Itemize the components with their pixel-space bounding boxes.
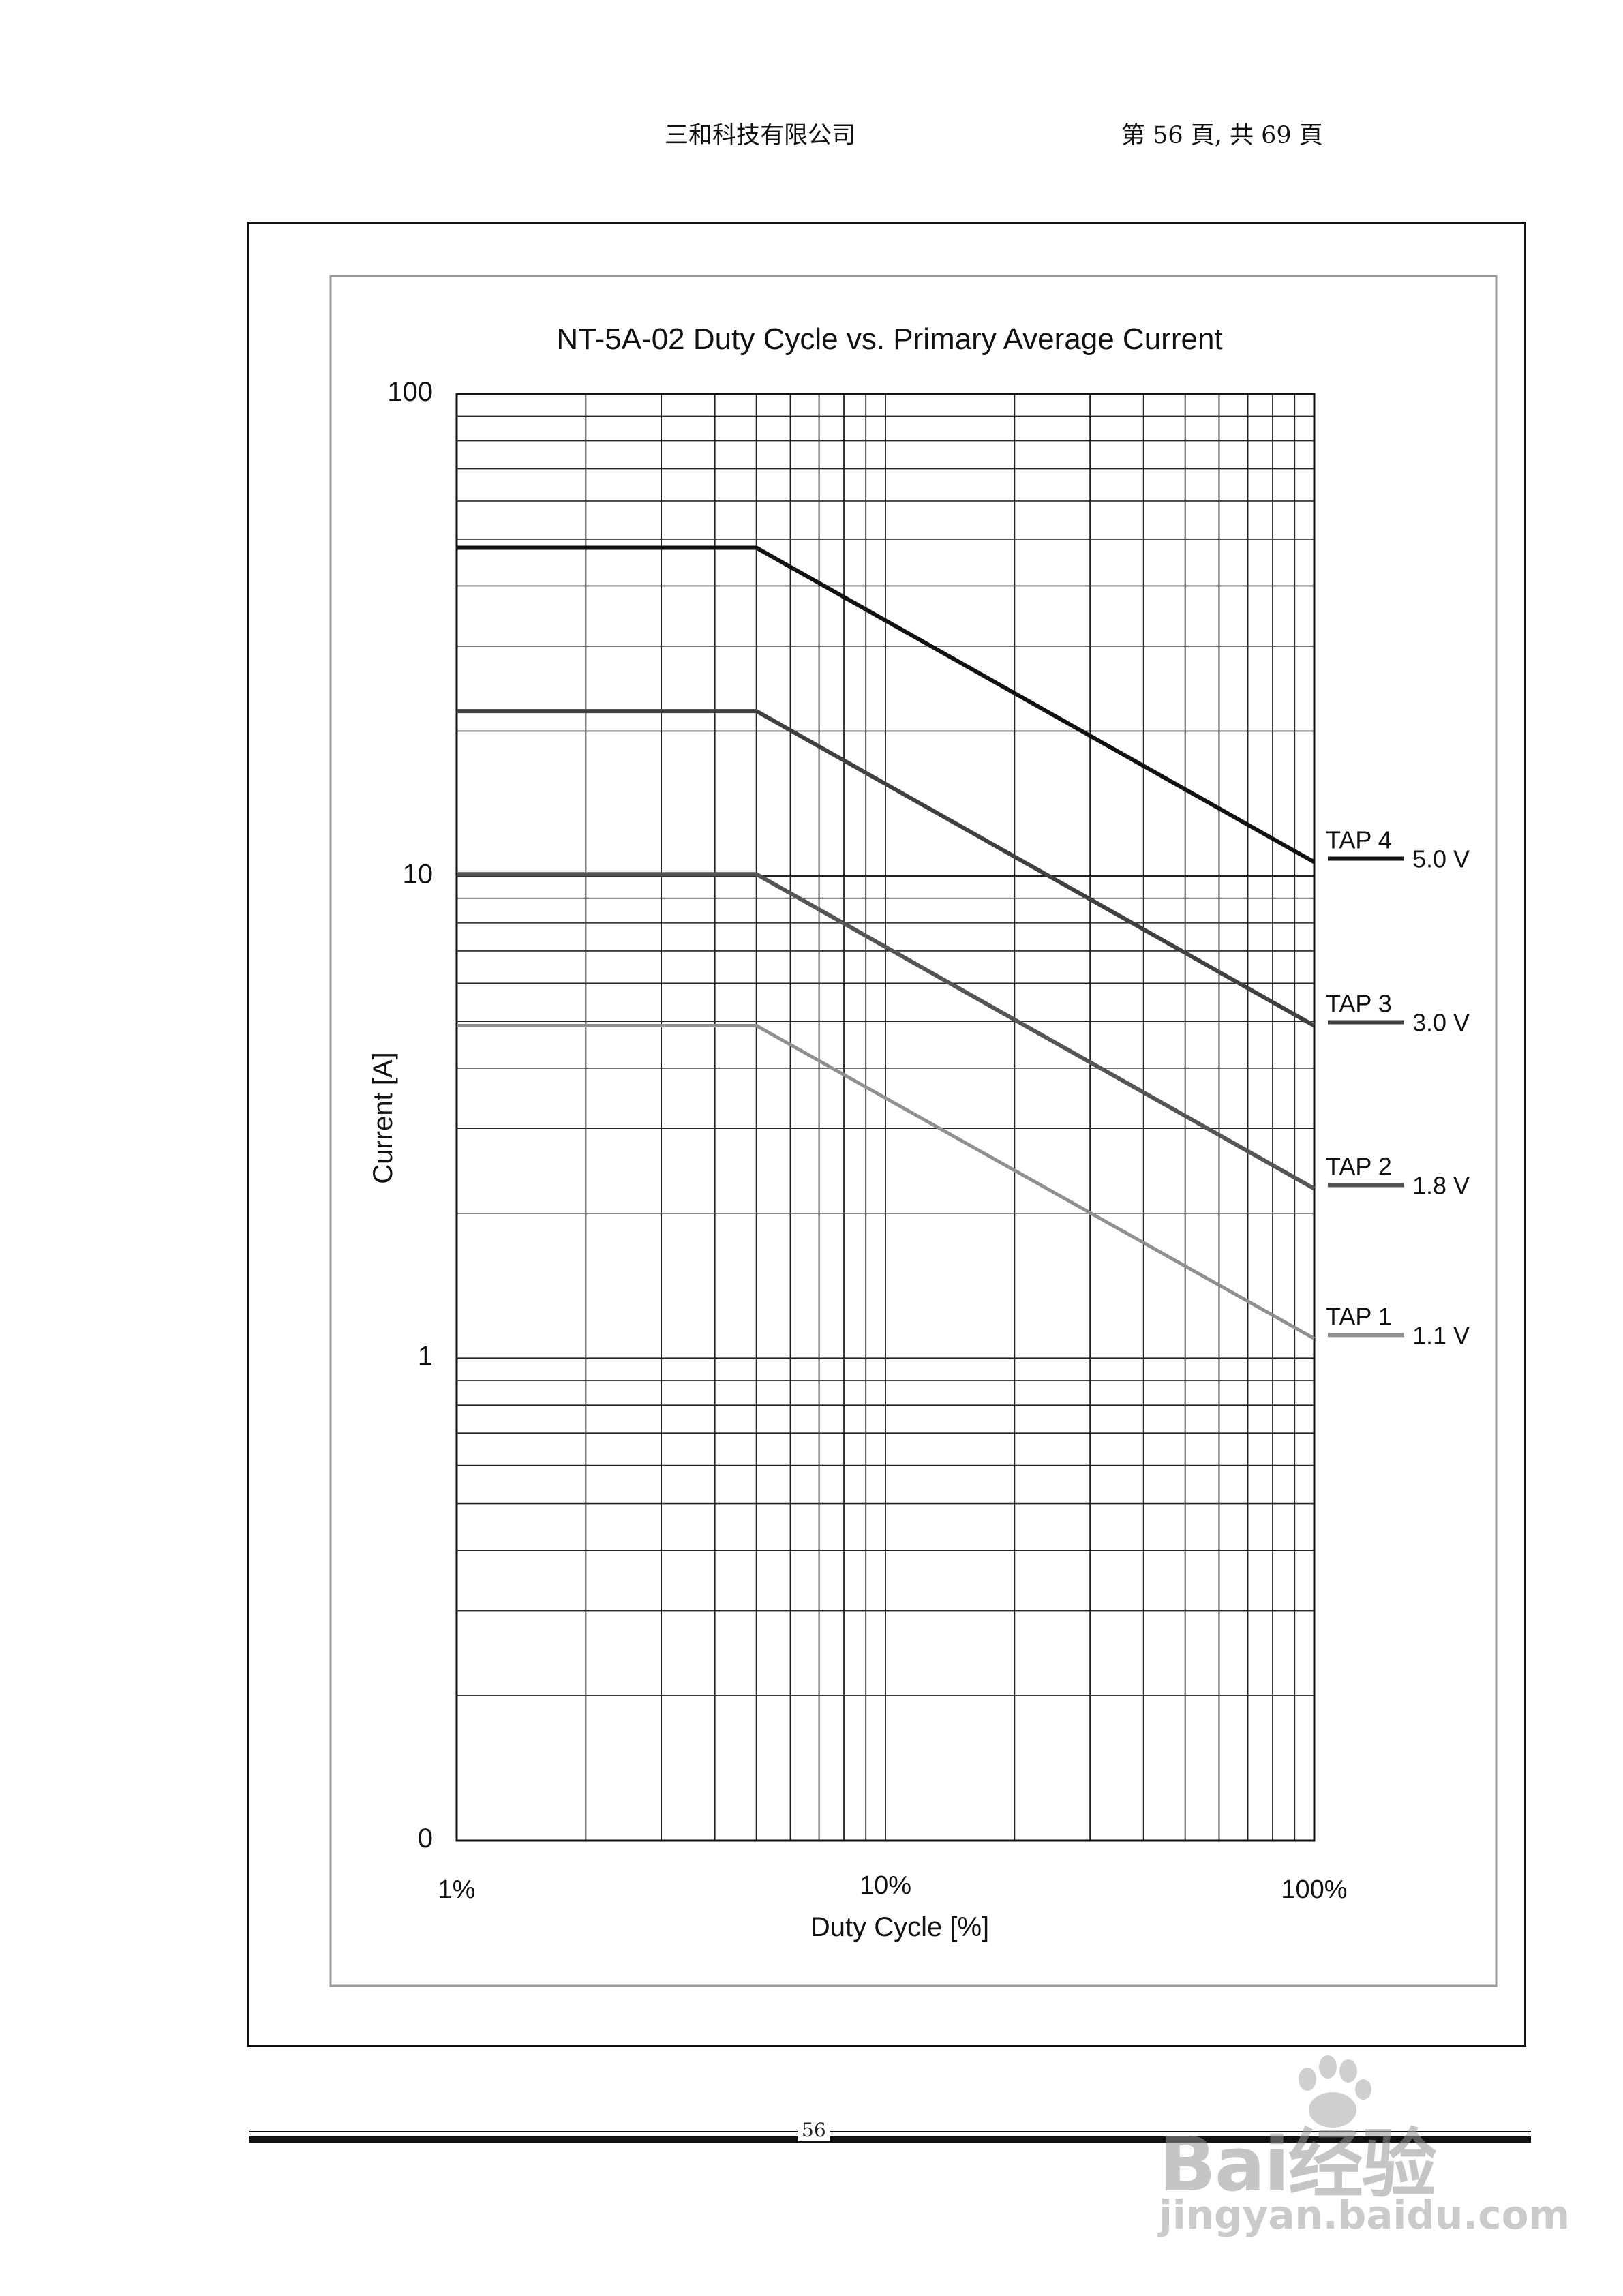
plot-area-border — [455, 393, 1316, 1842]
baidu-paw-watermark-icon — [1299, 2055, 1371, 2128]
legend-layer: TAP 4 5.0 V TAP 3 3.0 V TAP 2 1.8 V TAP 1 1.1 V — [1326, 826, 1470, 1350]
footer-page-number: 56 — [798, 2119, 830, 2141]
x-axis-label: Duty Cycle [%] — [810, 1912, 989, 1942]
x-tick-label: 100% — [1281, 1875, 1347, 1904]
legend-name-tap-1: TAP 1 — [1326, 1302, 1392, 1330]
figure-frame — [247, 222, 1526, 2047]
chart-title: NT-5A-02 Duty Cycle vs. Primary Average … — [556, 322, 1222, 356]
series-line-tap-2 — [457, 872, 1316, 1191]
series-line-tap-4 — [457, 545, 1316, 864]
series-line-tap-1 — [457, 1023, 1316, 1340]
watermark-brand: Bai经验 — [1159, 2121, 1437, 2208]
y-tick-label: 0 — [418, 1824, 433, 1854]
watermark-url: jingyan.baidu.com — [1159, 2192, 1570, 2238]
legend-name-tap-2: TAP 2 — [1326, 1153, 1392, 1181]
legend-voltage-tap-1: 1.1 V — [1412, 1321, 1470, 1349]
x-tick-label: 10% — [860, 1871, 911, 1900]
series-layer — [457, 545, 1316, 1340]
legend-name-tap-3: TAP 3 — [1326, 989, 1392, 1017]
footer-rule-thin — [249, 2131, 1531, 2132]
footer-rule-thick — [249, 2136, 1531, 2143]
header-company: 三和科技有限公司 — [665, 122, 856, 149]
x-tick-label: 1% — [438, 1875, 476, 1904]
legend-voltage-tap-3: 3.0 V — [1412, 1008, 1470, 1036]
header-page-info: 第 56 頁, 共 69 頁 — [1121, 122, 1323, 149]
legend-voltage-tap-2: 1.8 V — [1412, 1172, 1470, 1200]
y-tick-label: 10 — [403, 859, 434, 889]
series-line-tap-3 — [457, 709, 1316, 1028]
y-tick-label: 1 — [418, 1342, 433, 1372]
legend-name-tap-4: TAP 4 — [1326, 826, 1392, 854]
chart-panel — [329, 275, 1498, 1987]
grid-layer — [457, 394, 1314, 1841]
y-axis-label: Current [A] — [368, 1052, 398, 1183]
y-tick-label: 100 — [387, 377, 433, 407]
legend-voltage-tap-4: 5.0 V — [1412, 845, 1470, 873]
